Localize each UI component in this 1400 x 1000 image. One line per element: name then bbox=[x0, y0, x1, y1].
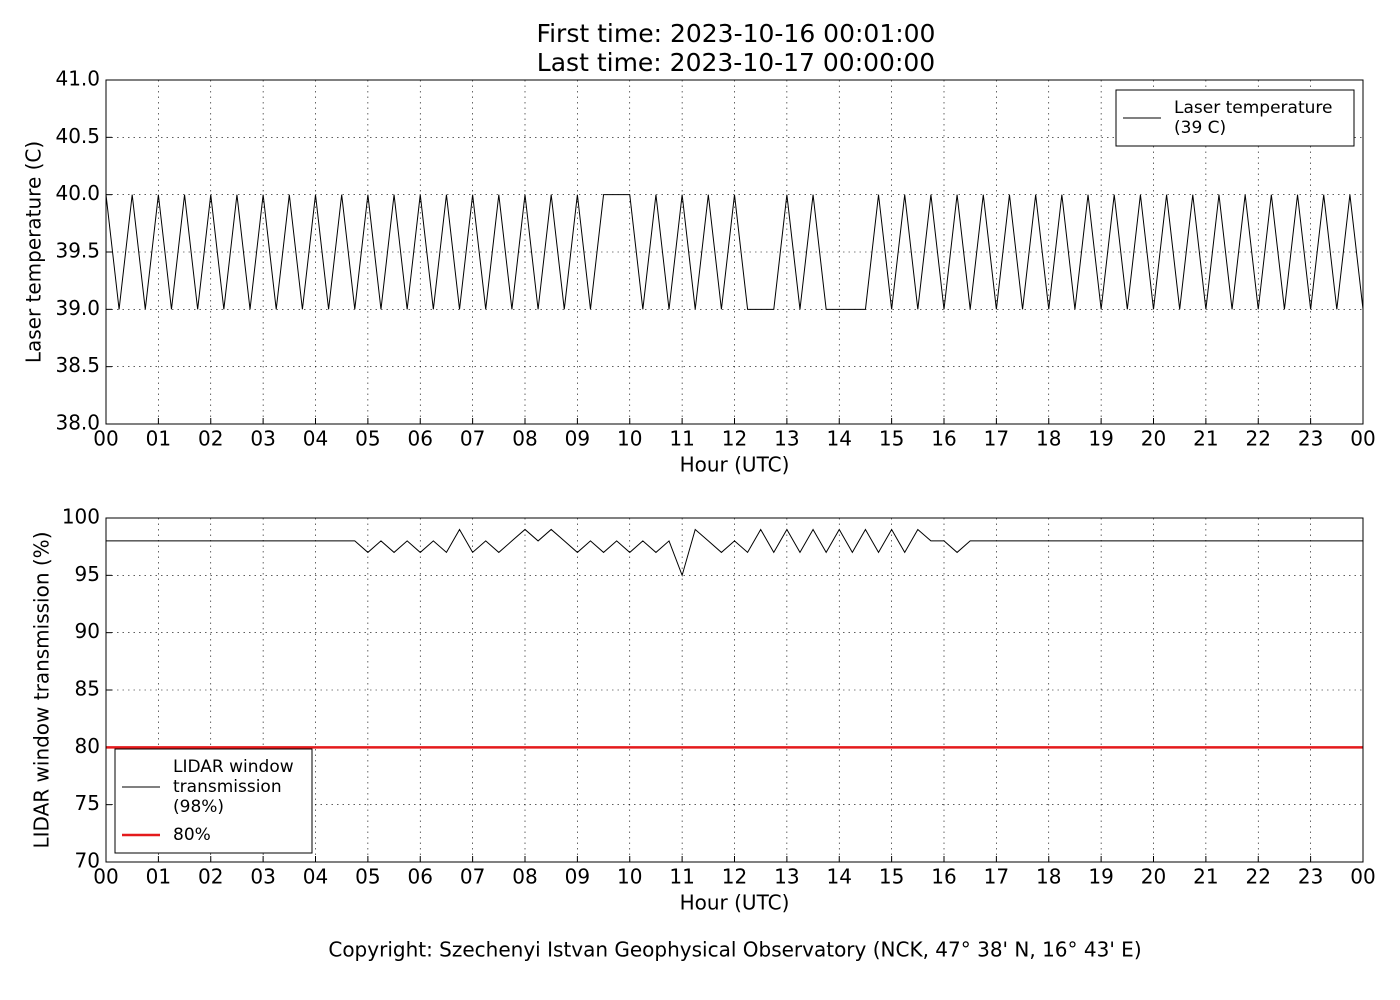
x-tick-label: 00 bbox=[1350, 865, 1375, 889]
legend-label: Laser temperature bbox=[1174, 98, 1332, 118]
x-tick-label: 09 bbox=[565, 427, 590, 451]
y-tick-label: 75 bbox=[75, 791, 100, 815]
x-tick-label: 05 bbox=[355, 427, 380, 451]
y-tick-label: 90 bbox=[75, 619, 100, 643]
y-tick-label: 40.0 bbox=[55, 181, 100, 205]
x-tick-label: 05 bbox=[355, 865, 380, 889]
y-tick-label: 38.0 bbox=[55, 411, 100, 435]
y-tick-label: 100 bbox=[62, 505, 100, 529]
x-tick-label: 14 bbox=[827, 865, 852, 889]
y-tick-label: 85 bbox=[75, 677, 100, 701]
x-tick-label: 06 bbox=[408, 427, 433, 451]
title-line: Last time: 2023-10-17 00:00:00 bbox=[537, 48, 935, 77]
x-tick-label: 22 bbox=[1246, 427, 1271, 451]
y-tick-label: 38.5 bbox=[55, 353, 100, 377]
x-tick-label: 02 bbox=[198, 427, 223, 451]
y-axis-label: LIDAR window transmission (%) bbox=[30, 532, 54, 849]
y-tick-label: 70 bbox=[75, 849, 100, 873]
y-tick-label: 39.5 bbox=[55, 239, 100, 263]
y-tick-label: 39.0 bbox=[55, 296, 100, 320]
x-tick-label: 01 bbox=[146, 427, 171, 451]
x-tick-label: 11 bbox=[669, 865, 694, 889]
x-tick-label: 07 bbox=[460, 865, 485, 889]
x-tick-label: 08 bbox=[512, 865, 537, 889]
x-tick-label: 20 bbox=[1141, 427, 1166, 451]
legend-label: (98%) bbox=[173, 797, 224, 817]
x-tick-label: 13 bbox=[774, 427, 799, 451]
legend: Laser temperature(39 C) bbox=[1115, 89, 1355, 147]
x-tick-label: 21 bbox=[1193, 865, 1218, 889]
x-tick-label: 11 bbox=[669, 427, 694, 451]
x-tick-label: 23 bbox=[1298, 427, 1323, 451]
legend-label: (39 C) bbox=[1174, 118, 1226, 138]
x-tick-label: 07 bbox=[460, 427, 485, 451]
x-tick-label: 00 bbox=[93, 865, 118, 889]
x-tick-label: 17 bbox=[984, 427, 1009, 451]
plot-frame bbox=[105, 79, 1364, 425]
y-tick-label: 41.0 bbox=[55, 67, 100, 91]
x-tick-label: 00 bbox=[1350, 427, 1375, 451]
x-tick-label: 12 bbox=[722, 865, 747, 889]
x-tick-label: 04 bbox=[303, 427, 328, 451]
x-tick-label: 01 bbox=[146, 865, 171, 889]
legend-label: LIDAR window bbox=[173, 757, 294, 777]
x-tick-label: 15 bbox=[879, 427, 904, 451]
y-tick-label: 40.5 bbox=[55, 124, 100, 148]
x-tick-label: 03 bbox=[250, 427, 275, 451]
x-tick-label: 04 bbox=[303, 865, 328, 889]
plot-frame bbox=[105, 517, 1364, 863]
x-axis-label: Hour (UTC) bbox=[680, 891, 790, 915]
y-tick-label: 95 bbox=[75, 562, 100, 586]
x-tick-label: 18 bbox=[1036, 427, 1061, 451]
x-tick-label: 14 bbox=[827, 427, 852, 451]
x-tick-label: 15 bbox=[879, 865, 904, 889]
legend-label: transmission bbox=[173, 777, 282, 797]
x-tick-label: 22 bbox=[1246, 865, 1271, 889]
y-axis-label: Laser temperature (C) bbox=[22, 141, 46, 363]
x-tick-label: 19 bbox=[1088, 865, 1113, 889]
x-tick-label: 00 bbox=[93, 427, 118, 451]
x-tick-label: 19 bbox=[1088, 427, 1113, 451]
x-tick-label: 09 bbox=[565, 865, 590, 889]
x-tick-label: 21 bbox=[1193, 427, 1218, 451]
series-line bbox=[105, 194, 1364, 310]
x-tick-label: 23 bbox=[1298, 865, 1323, 889]
x-tick-label: 10 bbox=[617, 427, 642, 451]
x-tick-label: 08 bbox=[512, 427, 537, 451]
y-tick-label: 80 bbox=[75, 734, 100, 758]
x-tick-label: 10 bbox=[617, 865, 642, 889]
legend-label: 80% bbox=[173, 825, 211, 845]
x-tick-label: 17 bbox=[984, 865, 1009, 889]
title-line: First time: 2023-10-16 00:01:00 bbox=[537, 19, 936, 48]
x-tick-label: 16 bbox=[931, 865, 956, 889]
x-axis-label: Hour (UTC) bbox=[680, 453, 790, 477]
x-tick-label: 16 bbox=[931, 427, 956, 451]
x-tick-label: 18 bbox=[1036, 865, 1061, 889]
x-tick-label: 13 bbox=[774, 865, 799, 889]
x-tick-label: 06 bbox=[408, 865, 433, 889]
x-tick-label: 03 bbox=[250, 865, 275, 889]
series-line bbox=[106, 528, 1363, 577]
x-tick-label: 02 bbox=[198, 865, 223, 889]
x-tick-label: 12 bbox=[722, 427, 747, 451]
footer: Copyright: Szechenyi Istvan Geophysical … bbox=[328, 938, 1141, 962]
x-tick-label: 20 bbox=[1141, 865, 1166, 889]
